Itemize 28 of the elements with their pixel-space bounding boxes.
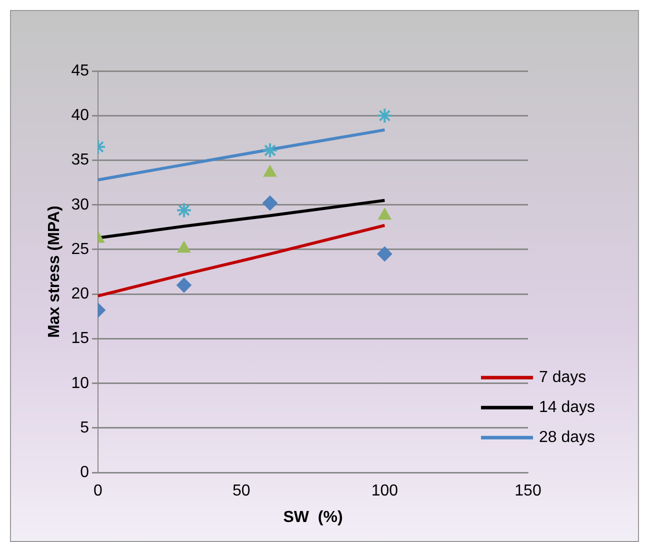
x-tick-label: 50 xyxy=(232,482,250,500)
legend-label: 7 days xyxy=(539,369,586,386)
y-tick-label: 10 xyxy=(71,374,90,392)
x-tick-label: 100 xyxy=(371,482,398,500)
point xyxy=(376,108,393,124)
y-tick-label: 5 xyxy=(80,419,90,436)
y-tick-label: 45 xyxy=(71,62,90,80)
y-axis-title: Max stress (MPA) xyxy=(46,206,64,338)
x-axis-title: SW (%) xyxy=(283,508,343,526)
y-tick-label: 40 xyxy=(71,107,90,124)
point xyxy=(176,278,192,293)
y-tick-label: 30 xyxy=(71,196,90,214)
y-tick-label: 0 xyxy=(80,464,90,482)
x-tick-label: 0 xyxy=(94,482,103,500)
point xyxy=(262,142,278,158)
point xyxy=(377,246,392,262)
y-tick-label: 15 xyxy=(71,330,90,348)
x-tick-label: 150 xyxy=(514,482,542,500)
y-tick-label: 35 xyxy=(71,152,90,169)
point xyxy=(262,196,278,211)
point xyxy=(177,241,191,253)
y-tick-label: 20 xyxy=(71,286,90,303)
point xyxy=(263,165,277,177)
point xyxy=(176,202,192,218)
point xyxy=(378,208,392,220)
legend-label: 28 days xyxy=(539,429,596,446)
legend-label: 14 days xyxy=(539,399,596,416)
y-tick-label: 25 xyxy=(71,240,90,258)
